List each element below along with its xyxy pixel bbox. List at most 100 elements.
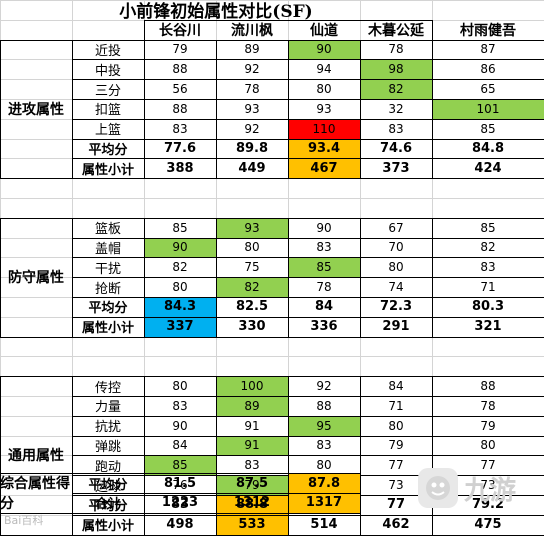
attribute-value: 82 bbox=[480, 240, 496, 255]
attribute-value: 88 bbox=[172, 101, 188, 116]
attribute-value: 74 bbox=[388, 280, 404, 295]
attribute-value: 85 bbox=[172, 220, 188, 235]
attribute-value: 71 bbox=[480, 280, 496, 295]
attribute-value: 56 bbox=[172, 82, 188, 97]
attribute-value: 79 bbox=[216, 475, 288, 495]
attribute-value: 84 bbox=[172, 438, 188, 453]
attribute-value: 70 bbox=[388, 240, 404, 255]
attribute-value: 80 bbox=[172, 379, 188, 394]
attribute-value: 78 bbox=[316, 280, 332, 295]
attribute-value: 86 bbox=[480, 62, 496, 77]
9you-logo-icon bbox=[418, 468, 458, 508]
attribute-value: 83 bbox=[244, 458, 260, 473]
attribute-value: 100 bbox=[216, 376, 288, 396]
average-label: 平均分 bbox=[88, 301, 128, 317]
attribute-value: 75 bbox=[244, 260, 260, 275]
attribute-value: 78 bbox=[388, 42, 404, 57]
attribute-value: 84 bbox=[388, 379, 404, 394]
attribute-value: 73 bbox=[480, 478, 496, 493]
summary-average-value: 87.5 bbox=[235, 475, 269, 491]
attribute-value: 79 bbox=[172, 42, 188, 57]
attribute-value: 82 bbox=[172, 260, 188, 275]
attribute-value: 65 bbox=[480, 82, 496, 97]
attribute-value: 89 bbox=[216, 396, 288, 416]
attribute-value: 92 bbox=[244, 121, 260, 136]
summary-average-value: 87.8 bbox=[288, 473, 360, 493]
subtotal-label: 属性小计 bbox=[81, 321, 134, 337]
attribute-value: 67 bbox=[388, 220, 404, 235]
baidu-watermark: Bai百科 bbox=[4, 514, 44, 527]
attribute-value: 83 bbox=[172, 121, 188, 136]
average-value: 89.8 bbox=[235, 140, 269, 156]
attribute-name: 弹跳 bbox=[94, 439, 121, 455]
attribute-value: 110 bbox=[288, 118, 360, 139]
attribute-name: 传控 bbox=[94, 380, 121, 396]
attribute-value: 87 bbox=[480, 42, 496, 57]
attribute-value: 83 bbox=[480, 260, 496, 275]
attribute-value: 77 bbox=[480, 458, 496, 473]
attribute-value: 80 bbox=[388, 418, 404, 433]
subtotal-value: 388 bbox=[166, 160, 194, 176]
average-value: 77 bbox=[386, 497, 406, 513]
attribute-value: 82 bbox=[360, 79, 432, 99]
average-value: 74.6 bbox=[379, 140, 413, 156]
attribute-value: 79 bbox=[388, 438, 404, 453]
subtotal-value: 330 bbox=[238, 319, 266, 335]
attribute-value: 85 bbox=[144, 455, 216, 476]
attribute-value: 95 bbox=[288, 415, 360, 436]
subtotal-value: 449 bbox=[238, 160, 266, 176]
summary-total-label: 合计 bbox=[94, 497, 121, 513]
summary-average-value: 81.5 bbox=[163, 475, 197, 491]
subtotal-value: 514 bbox=[310, 517, 338, 533]
summary-total-value: 1223 bbox=[161, 495, 199, 511]
attribute-value: 88 bbox=[316, 398, 332, 413]
9you-watermark: 九游 bbox=[418, 468, 516, 508]
subtotal-value: 462 bbox=[382, 517, 410, 533]
attribute-value: 93 bbox=[216, 217, 288, 238]
attribute-value: 80 bbox=[316, 82, 332, 97]
average-label: 平均分 bbox=[88, 499, 128, 515]
attribute-value: 89 bbox=[244, 42, 260, 57]
subtotal-value: 291 bbox=[382, 319, 410, 335]
attribute-value: 78 bbox=[480, 398, 496, 413]
average-value: 80.3 bbox=[471, 299, 505, 315]
attribute-value: 88 bbox=[172, 62, 188, 77]
attribute-value: 93 bbox=[316, 101, 332, 116]
attribute-value: 71 bbox=[388, 398, 404, 413]
9you-brand: 九游 bbox=[464, 475, 517, 506]
attribute-value: 83 bbox=[316, 240, 332, 255]
subtotal-value: 373 bbox=[382, 160, 410, 176]
section-category: 通用属性 bbox=[8, 448, 64, 465]
summary-total-value: 1312 bbox=[233, 495, 271, 511]
attribute-value: 73 bbox=[388, 478, 404, 493]
average-value: 72.3 bbox=[379, 299, 413, 315]
subtotal-value: 533 bbox=[216, 514, 288, 535]
attribute-name: 中投 bbox=[94, 63, 121, 79]
average-value: 84.3 bbox=[144, 297, 216, 317]
average-value: 84 bbox=[314, 299, 334, 315]
section-category: 防守属性 bbox=[8, 270, 64, 287]
attribute-name: 干扰 bbox=[94, 261, 121, 277]
attribute-value: 90 bbox=[316, 220, 332, 235]
attribute-value: 85 bbox=[480, 121, 496, 136]
attribute-value: 91 bbox=[244, 418, 260, 433]
average-value: 84.8 bbox=[471, 140, 505, 156]
attribute-value: 76 bbox=[172, 478, 188, 493]
subtotal-value: 336 bbox=[310, 319, 338, 335]
attribute-name: 运球 bbox=[94, 479, 121, 495]
attribute-value: 80 bbox=[388, 260, 404, 275]
attribute-value: 32 bbox=[388, 101, 404, 116]
attribute-value: 83 bbox=[172, 398, 188, 413]
attribute-value: 98 bbox=[360, 59, 432, 80]
subtotal-value: 321 bbox=[474, 319, 502, 335]
average-value: 93.4 bbox=[288, 138, 360, 159]
attribute-value: 88 bbox=[480, 379, 496, 394]
attribute-value: 78 bbox=[244, 82, 260, 97]
subtotal-label: 属性小计 bbox=[81, 519, 134, 535]
attribute-value: 94 bbox=[316, 62, 332, 77]
attribute-value: 83 bbox=[388, 121, 404, 136]
attribute-value: 85 bbox=[480, 220, 496, 235]
attribute-name: 盖帽 bbox=[94, 241, 121, 257]
attribute-value: 80 bbox=[172, 280, 188, 295]
